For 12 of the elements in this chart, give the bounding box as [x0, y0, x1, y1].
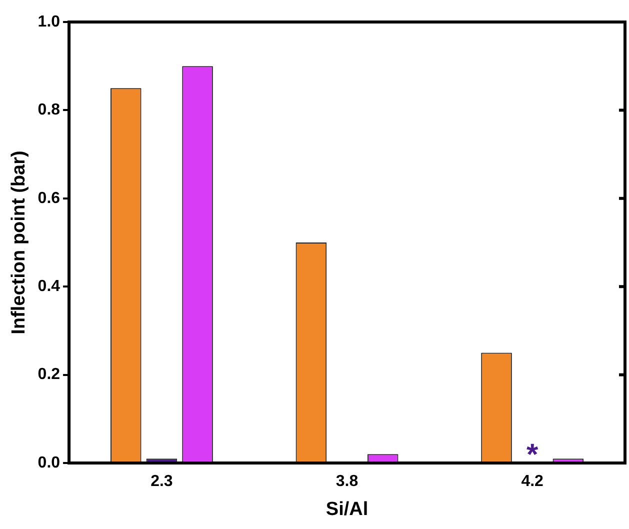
y-tick-label: 0.0: [38, 454, 60, 472]
y-tick-label: 0.4: [38, 278, 60, 296]
y-tick-label: 0.2: [38, 366, 60, 384]
y-tick-label: 0.8: [38, 102, 60, 119]
x-tick-label: 4.2: [521, 473, 544, 490]
x-tick-label: 3.8: [336, 473, 358, 490]
y-tick-label: 1.0: [38, 13, 60, 30]
y-tick-label: 0.6: [38, 190, 60, 207]
annotation: *: [526, 438, 538, 472]
y-axis-title: Inflection point (bar): [8, 150, 30, 334]
x-tick-label: 2.3: [150, 473, 173, 490]
x-axis-title: Si/Al: [326, 498, 368, 520]
